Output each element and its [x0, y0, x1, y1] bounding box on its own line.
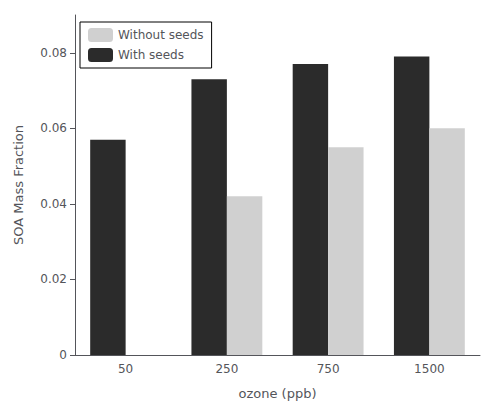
svg-text:250: 250 — [215, 362, 238, 376]
svg-text:ozone (ppb): ozone (ppb) — [239, 386, 317, 401]
svg-text:With seeds: With seeds — [118, 48, 184, 62]
svg-text:0: 0 — [59, 348, 67, 362]
svg-text:0.06: 0.06 — [40, 121, 67, 135]
svg-text:Without seeds: Without seeds — [118, 28, 204, 42]
svg-text:0.04: 0.04 — [40, 197, 67, 211]
svg-text:SOA Mass Fraction: SOA Mass Fraction — [11, 125, 26, 245]
svg-text:750: 750 — [317, 362, 340, 376]
svg-text:50: 50 — [118, 362, 133, 376]
svg-text:1500: 1500 — [414, 362, 445, 376]
svg-text:0.08: 0.08 — [40, 46, 67, 60]
svg-text:0.02: 0.02 — [40, 272, 67, 286]
